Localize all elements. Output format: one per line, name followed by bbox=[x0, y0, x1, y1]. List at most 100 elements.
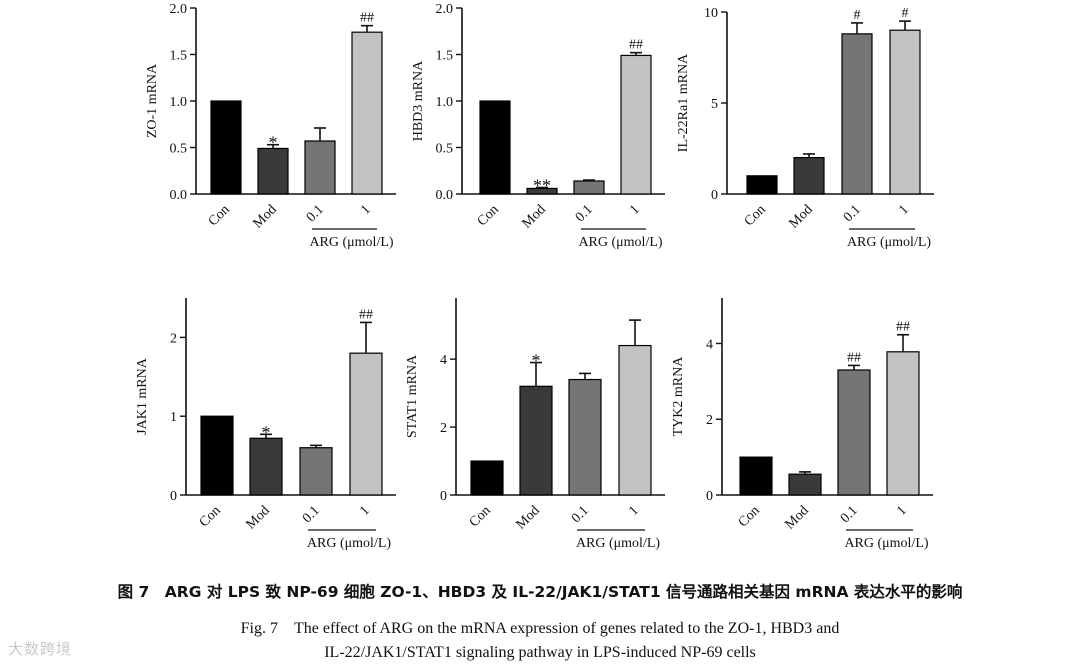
x-tick-label: 0.1 bbox=[573, 202, 596, 225]
y-tick-label: 5 bbox=[711, 97, 718, 112]
significance-mark: * bbox=[269, 133, 278, 153]
x-tick-label: Con bbox=[475, 202, 502, 229]
x-tick-label: 0.1 bbox=[300, 503, 323, 526]
bar-1 bbox=[620, 54, 652, 195]
y-tick-label: 1 bbox=[170, 410, 177, 425]
bar-1 bbox=[351, 31, 383, 195]
x-tick-label: Mod bbox=[787, 202, 816, 231]
x-tick-label: Con bbox=[736, 503, 763, 530]
chart-panel-6: 0 2 4 TYK2 mRNA Con Mod ## 0.1 ## 1 ARG (μmol/L) bbox=[671, 298, 933, 551]
x-tick-label: Con bbox=[197, 503, 224, 530]
bar-Mod bbox=[788, 473, 822, 496]
chart-panel-2: 0.0 0.5 1.0 1.5 2.0 HBD3 mRNA Con ** Mod 0.1 ## 1 AR… bbox=[411, 2, 665, 250]
chart-panel-5: 0 2 4 STAT1 mRNA Con * Mod 0.1 1 ARG (μmol/L) bbox=[405, 298, 665, 551]
y-axis-label: TYK2 mRNA bbox=[671, 356, 686, 437]
group-label: ARG (μmol/L) bbox=[578, 235, 662, 250]
y-tick-label: 0.5 bbox=[170, 142, 188, 157]
x-tick-label: Mod bbox=[244, 503, 273, 532]
group-label: ARG (μmol/L) bbox=[307, 536, 391, 551]
y-axis-label: IL-22Ra1 mRNA bbox=[676, 53, 691, 152]
y-tick-label: 2 bbox=[440, 421, 447, 436]
x-tick-label: 0.1 bbox=[841, 202, 864, 225]
bar-0.1 bbox=[568, 378, 602, 496]
y-tick-label: 0 bbox=[440, 489, 447, 504]
group-label: ARG (μmol/L) bbox=[309, 235, 393, 250]
significance-mark: # bbox=[854, 8, 861, 23]
group-label: ARG (μmol/L) bbox=[844, 536, 928, 551]
x-tick-label: 1 bbox=[358, 202, 374, 218]
caption-chinese: 图 7 ARG 对 LPS 致 NP-69 细胞 ZO-1、HBD3 及 IL-… bbox=[117, 583, 963, 601]
bar-Mod bbox=[793, 157, 825, 195]
chart-panel-4: 0 1 2 JAK1 mRNA Con * Mod 0.1 ## 1 ARG (μmol/L) bbox=[135, 298, 396, 551]
bar-1 bbox=[349, 352, 383, 496]
bar-Mod bbox=[257, 147, 289, 195]
x-tick-label: 1 bbox=[626, 503, 642, 519]
y-axis-label: HBD3 mRNA bbox=[411, 60, 426, 141]
significance-mark: ## bbox=[629, 38, 643, 53]
y-tick-label: 4 bbox=[440, 353, 447, 368]
bar-0.1 bbox=[837, 369, 871, 496]
significance-mark: * bbox=[532, 351, 541, 371]
y-tick-label: 1.5 bbox=[436, 49, 454, 64]
y-tick-label: 2.0 bbox=[170, 2, 188, 17]
caption-english-line2: IL-22/JAK1/STAT1 signaling pathway in LP… bbox=[324, 644, 756, 661]
x-tick-label: Con bbox=[206, 202, 233, 229]
y-tick-label: 0.5 bbox=[436, 142, 454, 157]
significance-mark: ## bbox=[360, 11, 374, 26]
group-label: ARG (μmol/L) bbox=[576, 536, 660, 551]
y-tick-label: 2 bbox=[170, 331, 177, 346]
y-tick-label: 0 bbox=[711, 188, 718, 203]
significance-mark: ## bbox=[359, 307, 373, 322]
bar-Con bbox=[210, 100, 242, 195]
y-tick-label: 1.0 bbox=[436, 95, 454, 110]
y-tick-label: 1.0 bbox=[170, 95, 188, 110]
y-axis-label: STAT1 mRNA bbox=[405, 354, 420, 438]
significance-mark: ## bbox=[896, 320, 910, 335]
x-tick-label: 0.1 bbox=[838, 503, 861, 526]
x-tick-label: 1 bbox=[894, 503, 910, 519]
y-tick-label: 2.0 bbox=[436, 2, 454, 17]
y-axis-label: JAK1 mRNA bbox=[135, 357, 150, 435]
chart-panel-1: 0.0 0.5 1.0 1.5 2.0 ZO-1 mRNA Con * Mod 0.1 ## 1 ARG… bbox=[145, 2, 396, 250]
bar-0.1 bbox=[841, 33, 873, 195]
y-tick-label: 0.0 bbox=[170, 188, 188, 203]
bar-Con bbox=[200, 415, 234, 496]
bar-1 bbox=[618, 344, 652, 496]
x-tick-label: Mod bbox=[520, 202, 549, 231]
x-tick-label: Con bbox=[742, 202, 769, 229]
significance-mark: # bbox=[902, 6, 909, 21]
watermark: 大数跨境 bbox=[8, 640, 73, 658]
x-tick-label: Mod bbox=[514, 503, 543, 532]
bar-Mod bbox=[249, 437, 283, 496]
bar-Con bbox=[746, 175, 778, 195]
y-tick-label: 0 bbox=[170, 489, 177, 504]
x-tick-label: 0.1 bbox=[304, 202, 327, 225]
y-axis-label: ZO-1 mRNA bbox=[145, 63, 160, 138]
x-tick-label: Con bbox=[467, 503, 494, 530]
bar-Mod bbox=[519, 385, 553, 496]
bar-0.1 bbox=[299, 447, 333, 496]
bar-0.1 bbox=[573, 180, 605, 195]
y-tick-label: 1.5 bbox=[170, 49, 188, 64]
bar-0.1 bbox=[304, 140, 336, 195]
group-label: ARG (μmol/L) bbox=[847, 235, 931, 250]
x-tick-label: 1 bbox=[627, 202, 643, 218]
y-tick-label: 10 bbox=[704, 6, 718, 21]
bar-Con bbox=[479, 100, 511, 195]
x-tick-label: Mod bbox=[251, 202, 280, 231]
y-tick-label: 4 bbox=[706, 337, 713, 352]
significance-mark: ** bbox=[533, 175, 551, 195]
caption-english-line1: Fig. 7 The effect of ARG on the mRNA exp… bbox=[240, 620, 840, 637]
x-tick-label: 0.1 bbox=[569, 503, 592, 526]
bar-Con bbox=[470, 460, 504, 496]
bar-1 bbox=[886, 351, 920, 496]
x-tick-label: 1 bbox=[357, 503, 373, 519]
significance-mark: * bbox=[262, 422, 271, 442]
chart-panel-3: 0 5 10 IL-22Ra1 mRNA Con Mod #0.1 #1 ARG (μmol/L… bbox=[676, 6, 934, 250]
x-tick-label: 1 bbox=[896, 202, 912, 218]
y-tick-label: 2 bbox=[706, 413, 713, 428]
significance-mark: ## bbox=[847, 350, 861, 365]
y-tick-label: 0 bbox=[706, 489, 713, 504]
x-tick-label: Mod bbox=[783, 503, 812, 532]
